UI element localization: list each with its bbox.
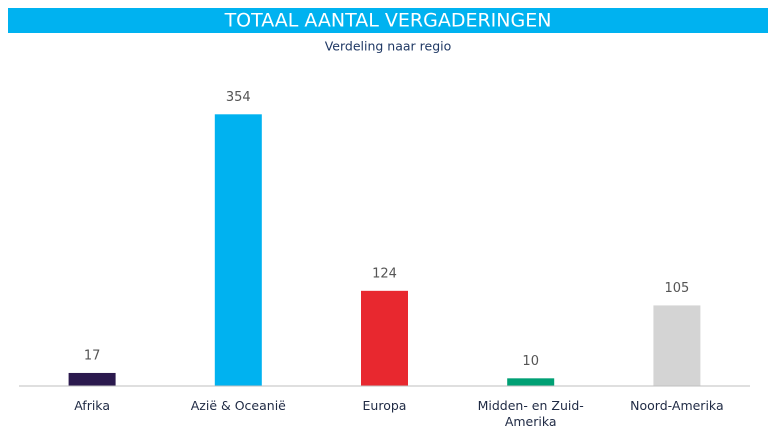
- x-tick-label: Afrika: [74, 398, 110, 413]
- chart-title: TOTAAL AANTAL VERGADERINGEN: [224, 10, 552, 32]
- bar: [68, 372, 116, 386]
- x-label-box: Noord-Amerika: [630, 398, 724, 413]
- x-label-box: Afrika: [74, 398, 110, 413]
- bar: [361, 290, 408, 386]
- x-tick-label: Midden- en Zuid-Amerika: [477, 398, 584, 429]
- x-label-box: Midden- en Zuid-Amerika: [477, 398, 584, 429]
- bar: [214, 114, 262, 387]
- chart-subtitle: Verdeling naar regio: [325, 39, 452, 54]
- bar: [507, 378, 555, 386]
- data-label: 124: [372, 266, 397, 281]
- data-label: 354: [226, 90, 251, 105]
- bar: [653, 305, 701, 386]
- x-tick-label: Noord-Amerika: [630, 398, 724, 413]
- x-tick-label: Europa: [362, 398, 407, 413]
- data-label: 17: [84, 348, 101, 363]
- title-banner: [8, 8, 768, 33]
- x-label-box: Europa: [362, 398, 407, 413]
- data-label: 105: [664, 281, 689, 296]
- x-label-box: Azië & Oceanië: [190, 398, 286, 413]
- x-tick-label: Azië & Oceanië: [190, 398, 286, 413]
- data-label: 10: [522, 354, 539, 369]
